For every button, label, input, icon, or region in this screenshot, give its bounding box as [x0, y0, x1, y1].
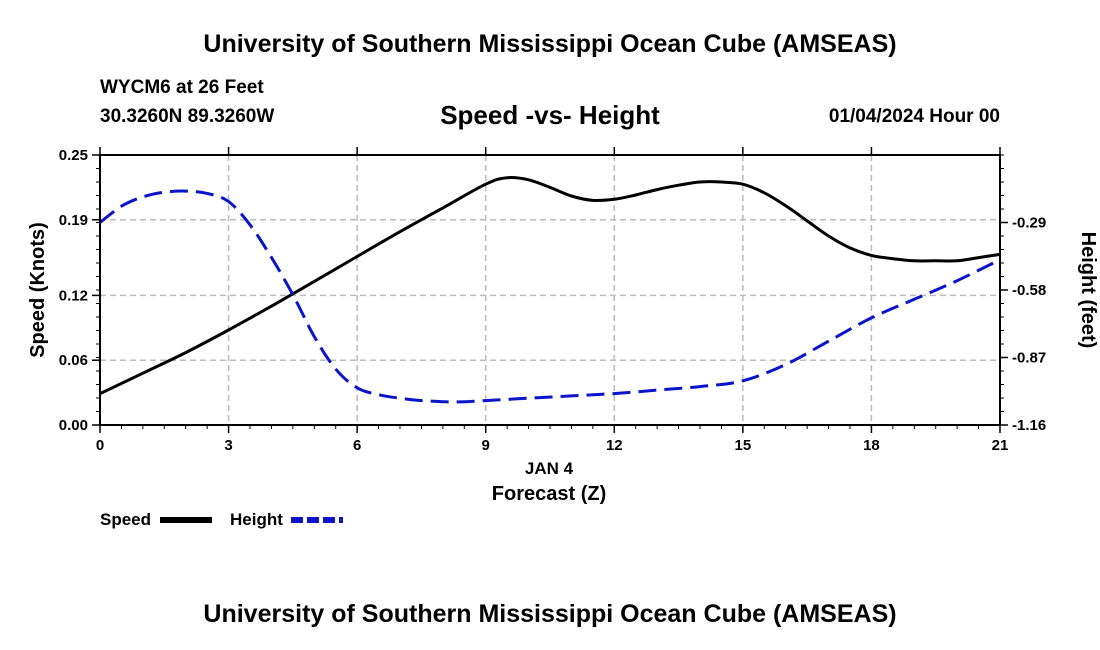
y2-tick-label: -1.16 [1012, 417, 1046, 434]
x-axis-label: Forecast (Z) [492, 483, 606, 505]
x-tick-label: 18 [863, 437, 880, 454]
plot-frame [99, 154, 1001, 426]
chart-subtitle: Speed -vs- Height [440, 100, 660, 130]
y-axis-label: Speed (Knots) [27, 222, 49, 358]
y2-tick-label: -0.87 [1012, 350, 1046, 367]
y2-tick-label: -0.29 [1012, 215, 1046, 232]
legend-speed-label: Speed [100, 510, 151, 529]
y-tick-label: 0.06 [59, 352, 88, 369]
y2-tick-label: -0.58 [1012, 282, 1046, 299]
x-tick-label: 6 [353, 437, 361, 454]
height-series-line [99, 189, 1001, 404]
station-label: WYCM6 at 26 Feet [100, 77, 264, 98]
footer-title: University of Southern Mississippi Ocean… [203, 600, 897, 628]
series-lines [99, 176, 1001, 404]
y2-axis-label: Height (feet) [1077, 232, 1099, 349]
x-tick-label: 12 [606, 437, 623, 454]
axes: 0 3 6 9 12 15 18 21 0.00 0.06 0.12 0.19 0.25 -1.16 -0.… [59, 147, 1046, 454]
legend: Speed Height [100, 510, 343, 529]
x-tick-label: 3 [224, 437, 232, 454]
chart-title: University of Southern Mississippi Ocean… [203, 30, 897, 58]
y-tick-label: 0.00 [59, 417, 88, 434]
x-axis-date-label: JAN 4 [525, 459, 574, 478]
coordinates-label: 30.3260N 89.3260W [100, 106, 275, 127]
legend-height-label: Height [230, 510, 283, 529]
x-tick-label: 9 [482, 437, 490, 454]
x-tick-label: 0 [96, 437, 104, 454]
grid-lines [100, 155, 1000, 425]
y-tick-label: 0.25 [59, 147, 88, 164]
forecast-datetime: 01/04/2024 Hour 00 [828, 106, 1000, 127]
y-tick-label: 0.19 [59, 212, 88, 229]
y-tick-label: 0.12 [59, 287, 88, 304]
speed-series-line [99, 176, 1001, 396]
x-tick-label: 21 [992, 437, 1009, 454]
x-tick-label: 15 [735, 437, 752, 454]
